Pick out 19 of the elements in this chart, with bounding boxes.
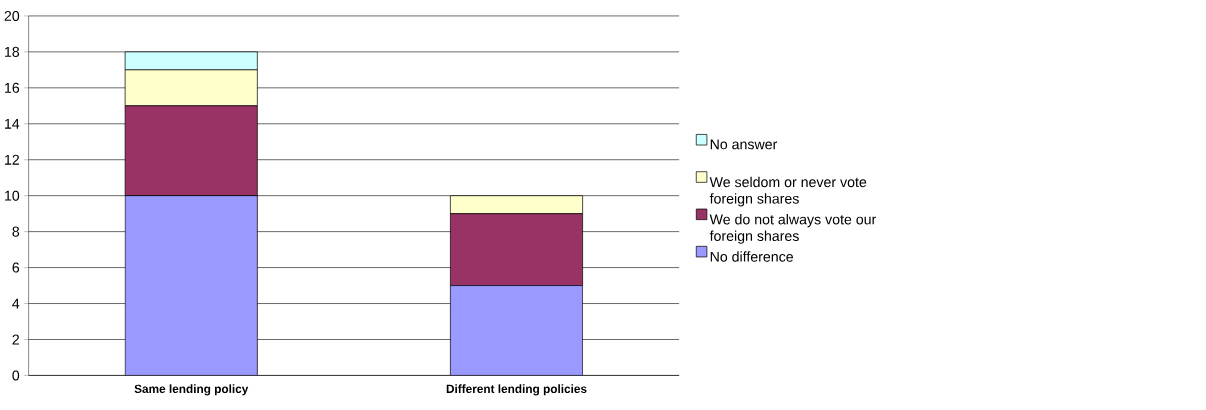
legend-label: No answer [710, 139, 778, 150]
y-tick-label: 20 [4, 10, 20, 21]
bar [450, 285, 583, 376]
y-tick-label: 4 [12, 298, 20, 309]
legend-label: We seldom or never vote foreign shares [709, 176, 867, 207]
y-tick-label: 8 [12, 226, 20, 237]
y-tick-label: 12 [5, 154, 19, 165]
x-tick-label: Different lending policies [446, 384, 587, 396]
y-tick-label: 0 [12, 370, 20, 381]
y-tick-label: 2 [12, 334, 19, 345]
y-tick-label: 18 [5, 46, 20, 57]
y-tick-label: 10 [5, 190, 20, 201]
legend-label: No difference [710, 251, 793, 262]
bar [124, 195, 258, 376]
x-tick-label: Same lending policy [134, 384, 249, 396]
y-tick-label: 16 [5, 82, 20, 93]
y-tick-label: 6 [12, 262, 20, 273]
legend-label: We do not always vote our foreign shares [709, 214, 877, 244]
y-tick-label: 14 [5, 118, 20, 129]
